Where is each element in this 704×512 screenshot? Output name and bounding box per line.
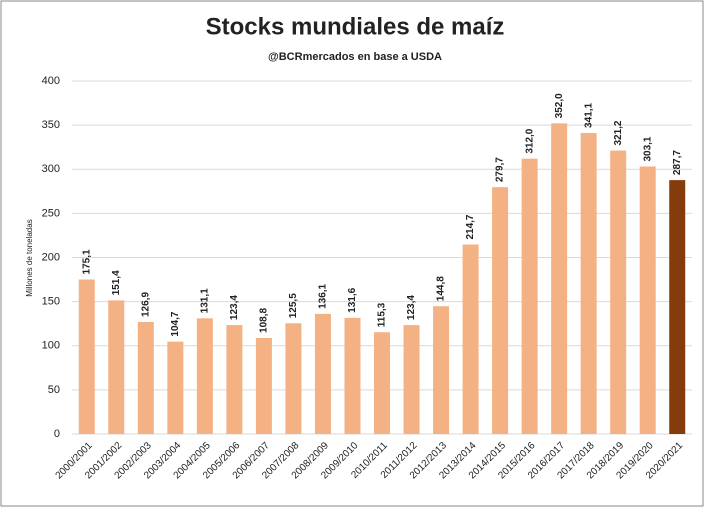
y-tick-label: 50 (48, 384, 60, 396)
value-label: 104,7 (170, 311, 181, 336)
bar (639, 166, 656, 434)
bar (108, 300, 125, 434)
bar (669, 180, 686, 434)
value-label: 115,3 (377, 302, 388, 327)
bar (580, 132, 597, 434)
value-label: 136,1 (318, 283, 329, 308)
bar (403, 325, 420, 434)
bar (433, 306, 450, 434)
bar (521, 158, 538, 434)
value-label: 287,7 (672, 150, 683, 175)
value-label: 279,7 (495, 157, 506, 182)
y-tick-label: 200 (42, 251, 60, 263)
value-label: 214,7 (465, 214, 476, 239)
value-label: 303,1 (642, 136, 653, 161)
bar (78, 279, 95, 434)
bar (344, 317, 361, 434)
bar (551, 123, 568, 435)
y-tick-label: 350 (42, 119, 60, 131)
chart-title: Stocks mundiales de maíz (206, 13, 505, 40)
value-label: 352,0 (554, 93, 565, 118)
value-label: 144,8 (436, 276, 447, 301)
value-label: 312,0 (524, 128, 535, 153)
bar (314, 313, 331, 434)
y-tick-label: 250 (42, 207, 60, 219)
value-label: 123,4 (406, 295, 417, 320)
bar (255, 337, 272, 434)
value-label: 175,1 (81, 249, 92, 274)
bar (137, 322, 154, 434)
bar (610, 150, 627, 434)
y-axis-label: Millones de toneladas (25, 219, 34, 296)
value-label: 151,4 (111, 270, 122, 295)
value-label: 341,1 (583, 103, 594, 128)
bar (492, 187, 509, 434)
bar (196, 318, 213, 434)
bar (285, 323, 302, 434)
bar (167, 341, 184, 434)
value-label: 125,5 (288, 293, 299, 318)
y-tick-label: 150 (42, 296, 60, 308)
value-label: 126,9 (140, 292, 151, 317)
y-tick-label: 400 (42, 75, 60, 87)
y-tick-label: 100 (42, 340, 60, 352)
bar (374, 332, 390, 434)
value-label: 321,2 (613, 120, 624, 145)
bar (462, 244, 479, 434)
y-tick-label: 300 (42, 163, 60, 175)
value-label: 108,8 (259, 308, 270, 333)
y-tick-label: 0 (54, 428, 60, 440)
value-label: 131,1 (199, 288, 210, 313)
value-label: 123,4 (229, 295, 240, 320)
chart-subtitle: @BCRmercados en base a USDA (268, 51, 442, 63)
value-label: 131,6 (347, 287, 358, 312)
bar (226, 325, 243, 434)
